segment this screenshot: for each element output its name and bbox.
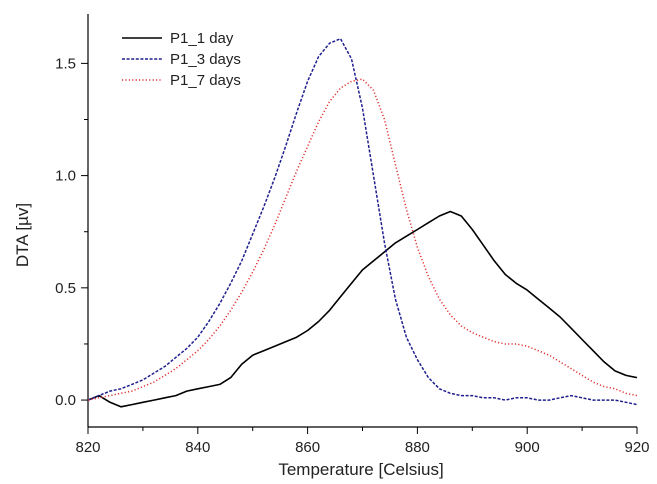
y-tick-label: 0.0 [55, 392, 76, 409]
series-layer [87, 37, 638, 408]
y-axis-label: DTA [µv] [13, 203, 32, 267]
legend-label: P1_3 days [170, 51, 241, 68]
y-tick-label: 0.5 [55, 280, 76, 297]
legend: P1_1 day P1_3 days P1_7 days [122, 30, 241, 89]
x-tick-label: 820 [75, 439, 100, 456]
series-line-1 [87, 210, 638, 408]
x-tick-label: 900 [515, 439, 540, 456]
x-axis-label: Temperature [Celsius] [278, 460, 443, 479]
y-axis: 0.0 0.5 1.0 1.5 [55, 55, 88, 409]
x-tick-label: 860 [295, 439, 320, 456]
legend-label: P1_1 day [170, 30, 234, 47]
x-tick-label: 880 [405, 439, 430, 456]
x-tick-label: 840 [185, 439, 210, 456]
x-tick-label: 920 [624, 439, 649, 456]
y-tick-label: 1.0 [55, 168, 76, 185]
series-line-3 [87, 78, 638, 401]
legend-label: P1_7 days [170, 72, 241, 89]
series-line-2 [87, 37, 638, 406]
y-tick-label: 1.5 [55, 55, 76, 72]
x-axis: 820 840 860 880 900 920 [75, 427, 650, 456]
